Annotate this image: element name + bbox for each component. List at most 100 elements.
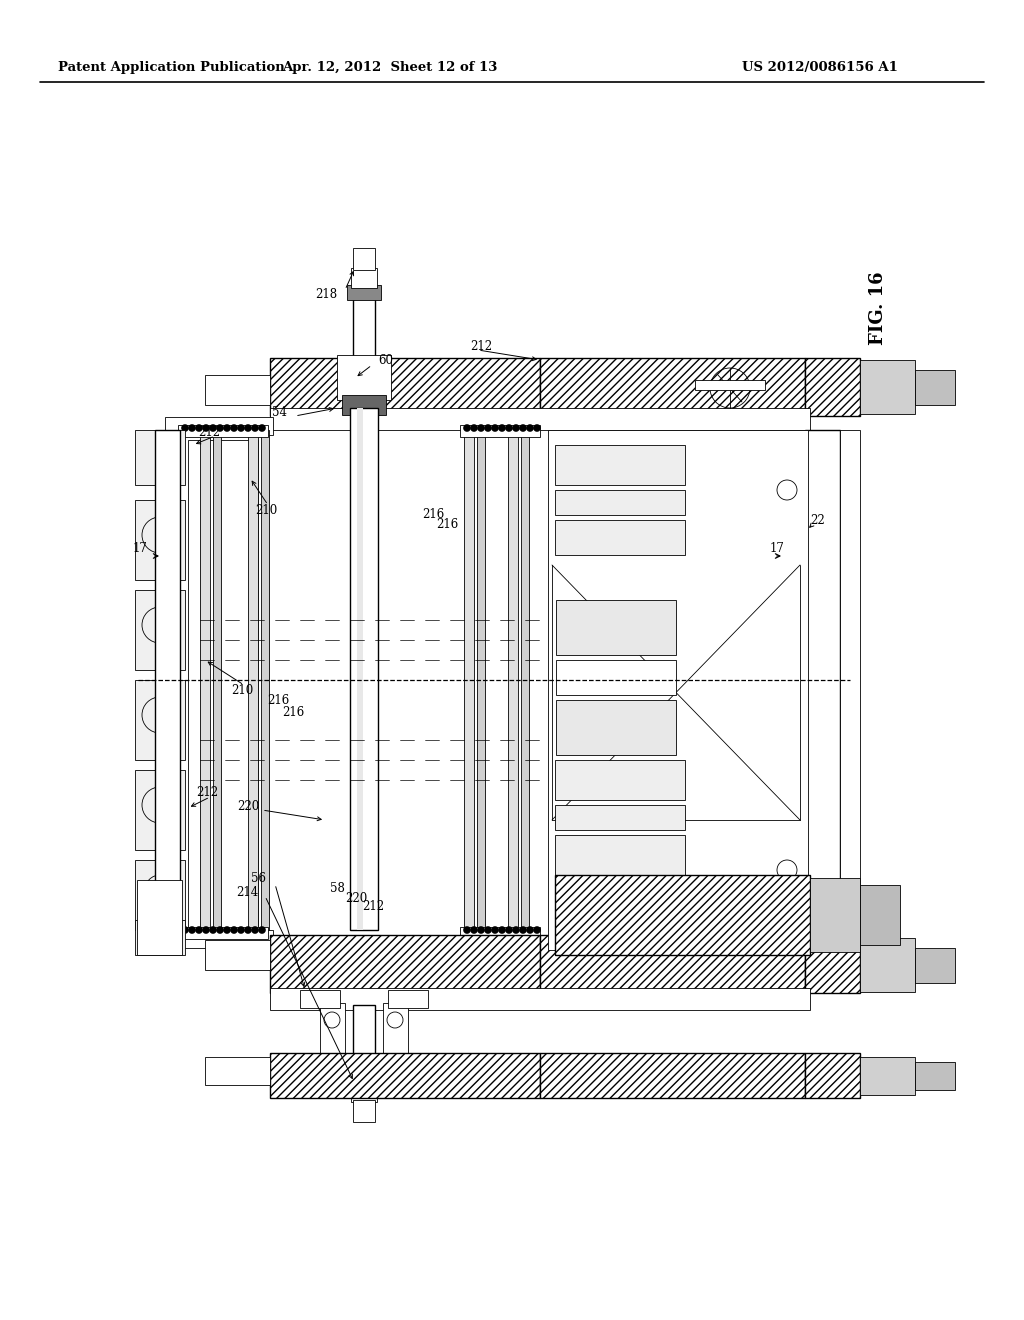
- Circle shape: [238, 927, 245, 933]
- Text: 216: 216: [422, 508, 444, 521]
- Bar: [555, 836, 685, 875]
- Circle shape: [203, 927, 210, 933]
- Circle shape: [196, 425, 203, 432]
- Circle shape: [492, 927, 499, 933]
- Bar: [270, 358, 540, 416]
- Bar: [347, 1068, 381, 1082]
- Circle shape: [506, 425, 512, 432]
- Circle shape: [188, 927, 196, 933]
- Circle shape: [526, 425, 534, 432]
- Text: 210: 210: [255, 503, 278, 516]
- Text: 210: 210: [230, 684, 253, 697]
- Circle shape: [484, 927, 492, 933]
- Bar: [556, 700, 676, 755]
- Text: Patent Application Publication: Patent Application Publication: [58, 62, 285, 74]
- Bar: [540, 358, 805, 416]
- Text: US 2012/0086156 A1: US 2012/0086156 A1: [742, 62, 898, 74]
- Circle shape: [534, 927, 541, 933]
- Bar: [805, 1053, 860, 1098]
- Text: 216: 216: [282, 705, 304, 718]
- Circle shape: [252, 927, 258, 933]
- Bar: [135, 430, 185, 484]
- Bar: [178, 425, 268, 437]
- Bar: [540, 1053, 805, 1098]
- Bar: [805, 358, 860, 416]
- Bar: [270, 935, 540, 993]
- Text: 17: 17: [770, 541, 784, 554]
- Circle shape: [477, 927, 484, 933]
- Circle shape: [519, 927, 526, 933]
- Circle shape: [223, 425, 230, 432]
- Bar: [540, 935, 805, 993]
- Bar: [351, 1080, 377, 1102]
- Bar: [460, 927, 540, 939]
- Bar: [135, 590, 185, 671]
- Bar: [860, 884, 900, 945]
- Text: Apr. 12, 2012  Sheet 12 of 13: Apr. 12, 2012 Sheet 12 of 13: [283, 62, 498, 74]
- Text: 216: 216: [267, 693, 289, 706]
- Circle shape: [245, 425, 252, 432]
- Text: 60: 60: [378, 354, 393, 367]
- Bar: [915, 1063, 955, 1090]
- Text: 54: 54: [272, 407, 287, 420]
- Text: 212: 212: [470, 341, 493, 354]
- Text: 212: 212: [198, 425, 220, 438]
- Bar: [810, 878, 860, 952]
- Text: 218: 218: [314, 289, 337, 301]
- Bar: [353, 248, 375, 271]
- Circle shape: [526, 927, 534, 933]
- Bar: [135, 770, 185, 850]
- Text: 214: 214: [236, 886, 258, 899]
- Bar: [860, 1057, 915, 1096]
- Bar: [555, 520, 685, 554]
- Circle shape: [464, 425, 470, 432]
- Bar: [388, 990, 428, 1008]
- Bar: [805, 430, 840, 950]
- Bar: [270, 1053, 540, 1098]
- Circle shape: [245, 927, 252, 933]
- Circle shape: [484, 425, 492, 432]
- Bar: [805, 935, 860, 993]
- Circle shape: [534, 425, 541, 432]
- Circle shape: [230, 425, 238, 432]
- Circle shape: [258, 927, 265, 933]
- Circle shape: [252, 425, 258, 432]
- Bar: [915, 948, 955, 983]
- Text: 22: 22: [810, 513, 824, 527]
- Bar: [155, 430, 180, 950]
- Bar: [860, 939, 915, 993]
- Bar: [347, 285, 381, 300]
- Bar: [200, 430, 210, 931]
- Bar: [555, 445, 685, 484]
- Circle shape: [196, 927, 203, 933]
- Bar: [300, 990, 340, 1008]
- Bar: [270, 987, 810, 1010]
- Bar: [342, 395, 386, 414]
- Bar: [135, 680, 185, 760]
- Circle shape: [238, 425, 245, 432]
- Circle shape: [210, 425, 216, 432]
- Bar: [915, 370, 955, 405]
- Bar: [464, 430, 474, 931]
- Circle shape: [512, 425, 519, 432]
- Bar: [261, 430, 269, 931]
- Bar: [205, 375, 270, 405]
- Text: FIG. 16: FIG. 16: [869, 271, 887, 345]
- Bar: [205, 1057, 270, 1085]
- Bar: [135, 861, 185, 931]
- Circle shape: [470, 425, 477, 432]
- Bar: [350, 408, 378, 931]
- Circle shape: [258, 425, 265, 432]
- Bar: [188, 440, 258, 935]
- Bar: [555, 875, 810, 954]
- Bar: [353, 1100, 375, 1122]
- Bar: [137, 880, 182, 954]
- Bar: [556, 601, 676, 655]
- Circle shape: [492, 425, 499, 432]
- Bar: [695, 380, 765, 389]
- Bar: [248, 430, 258, 931]
- Circle shape: [499, 927, 506, 933]
- Text: 212: 212: [196, 785, 218, 799]
- Circle shape: [210, 927, 216, 933]
- Bar: [556, 660, 676, 696]
